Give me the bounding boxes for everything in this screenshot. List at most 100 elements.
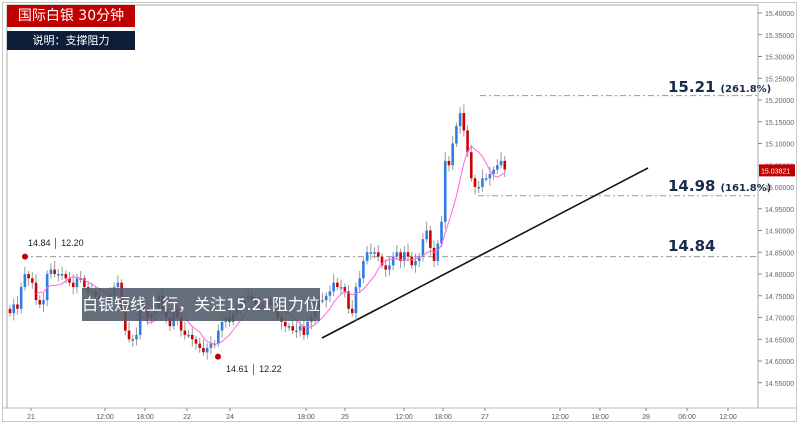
candle-up xyxy=(365,252,369,261)
x-tick-label: 06:00 xyxy=(678,414,696,421)
candle-up xyxy=(57,274,60,276)
y-tick-label: 15.35000 xyxy=(765,33,794,40)
candle-down xyxy=(27,274,30,279)
candle-up xyxy=(295,330,298,333)
candle-down xyxy=(343,287,347,292)
level-14-84: 14.84 xyxy=(668,237,715,255)
candle-down xyxy=(194,339,198,344)
high-marker-dot xyxy=(22,253,28,260)
candle-down xyxy=(8,308,12,314)
candle-down xyxy=(64,274,68,279)
candle-up xyxy=(187,334,190,337)
candle-up xyxy=(75,278,79,288)
candle-up xyxy=(492,169,495,174)
candle-up xyxy=(321,300,324,302)
candle-up xyxy=(362,260,365,279)
candle-up xyxy=(332,282,335,292)
x-tick-label: 12:00 xyxy=(96,414,114,421)
x-tick-label: 12:00 xyxy=(719,414,737,421)
candle-up xyxy=(205,347,209,353)
candle-down xyxy=(16,304,19,309)
low-marker-label: 14.61 │ 12.22 xyxy=(226,364,282,374)
candle-up xyxy=(499,160,503,166)
candle-down xyxy=(202,347,205,353)
support-trendline xyxy=(321,167,649,339)
y-tick-label: 14.60000 xyxy=(765,359,794,366)
candle-up xyxy=(481,178,484,187)
level-price: 14.84 xyxy=(668,237,716,255)
candle-down xyxy=(283,321,287,327)
candle-up xyxy=(60,274,64,276)
candle-up xyxy=(354,287,358,314)
y-tick-label: 15.25000 xyxy=(765,76,794,83)
candle-down xyxy=(53,269,56,274)
candle-down xyxy=(168,317,172,327)
candle-down xyxy=(127,330,131,340)
candle-up xyxy=(19,287,23,309)
candle-down xyxy=(432,247,436,261)
candle-up xyxy=(324,295,328,301)
x-tick-label: 12:00 xyxy=(551,414,569,421)
level-price: 15.21 xyxy=(668,78,716,96)
candle-up xyxy=(217,330,220,344)
candle-up xyxy=(42,300,45,305)
y-tick-label: 15.20000 xyxy=(765,98,794,105)
candle-down xyxy=(302,326,306,335)
y-tick-label: 15.00000 xyxy=(765,185,794,192)
candle-up xyxy=(484,178,488,180)
candle-down xyxy=(83,278,86,288)
candle-up xyxy=(477,187,481,189)
candle-down xyxy=(399,252,402,261)
chart-subtitle: 说明：支撑阻力 xyxy=(7,31,135,50)
x-tick-label: 18:00 xyxy=(434,414,452,421)
candle-up xyxy=(339,287,343,289)
level-price: 14.98 xyxy=(668,177,716,195)
candle-down xyxy=(179,317,183,331)
level-pct: (161.8%) xyxy=(720,183,772,194)
candle-up xyxy=(328,291,332,296)
candle-down xyxy=(406,252,410,257)
candle-up xyxy=(298,326,302,331)
x-tick-label: 18:00 xyxy=(591,414,609,421)
current-price-tag xyxy=(759,164,795,177)
candle-up xyxy=(395,252,399,257)
candle-down xyxy=(384,265,388,270)
x-tick-label: 25 xyxy=(341,414,349,421)
candle-down xyxy=(410,256,414,266)
candle-up xyxy=(458,113,462,127)
y-tick-label: 15.40000 xyxy=(765,11,794,18)
candle-down xyxy=(291,326,295,331)
candle-up xyxy=(391,256,395,266)
candle-up xyxy=(116,282,120,288)
x-tick-label: 12:00 xyxy=(395,414,413,421)
candle-up xyxy=(488,173,492,179)
candle-up xyxy=(373,252,376,254)
y-tick-label: 15.15000 xyxy=(765,120,794,127)
x-tick-label: 21 xyxy=(27,414,35,421)
x-tick-label: 27 xyxy=(481,414,489,421)
y-tick-label: 15.10000 xyxy=(765,142,794,149)
candle-up xyxy=(421,239,425,257)
x-tick-label: 22 xyxy=(183,414,191,421)
candle-up xyxy=(369,252,373,254)
candle-up xyxy=(440,221,443,244)
candle-down xyxy=(190,334,194,340)
level-pct: (261.8%) xyxy=(720,84,772,95)
x-tick-label: 18:00 xyxy=(297,414,315,421)
candle-up xyxy=(209,343,213,348)
candle-up xyxy=(451,143,454,166)
candle-up xyxy=(455,126,458,144)
candle-up xyxy=(436,243,440,261)
candle-down xyxy=(503,160,507,170)
y-tick-label: 14.85000 xyxy=(765,250,794,257)
annotation-banner: 白银短线上行，关注15.21阻力位 xyxy=(82,288,320,321)
level-15-21: 15.21 (261.8%) xyxy=(668,78,771,96)
y-tick-label: 14.90000 xyxy=(765,229,794,236)
candle-down xyxy=(347,291,350,309)
candle-down xyxy=(31,278,34,283)
candle-down xyxy=(473,178,477,187)
low-marker-dot xyxy=(215,353,221,360)
y-tick-label: 14.80000 xyxy=(765,272,794,279)
candle-down xyxy=(183,330,187,335)
